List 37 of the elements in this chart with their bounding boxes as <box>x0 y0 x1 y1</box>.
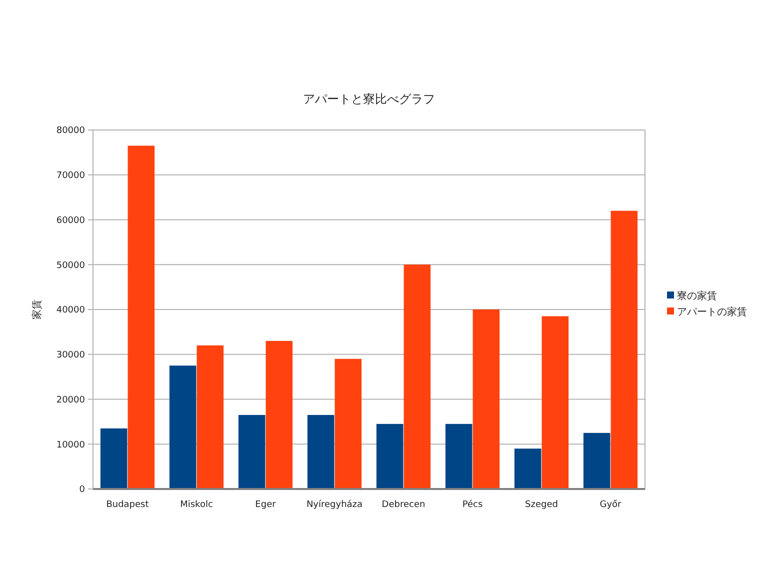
bar <box>238 414 266 489</box>
x-tick-label: Nyíregyháza <box>306 499 363 510</box>
y-tick-label: 70000 <box>56 171 86 182</box>
y-tick-label: 30000 <box>56 350 86 361</box>
y-tick-label: 20000 <box>56 395 86 406</box>
legend-label: アパートの家賃 <box>677 306 747 318</box>
y-tick-label: 60000 <box>56 216 86 226</box>
y-tick-label: 40000 <box>56 306 86 316</box>
bar <box>334 358 362 489</box>
x-tick-label: Pécs <box>462 499 483 510</box>
bar <box>472 310 500 489</box>
bar <box>307 414 334 489</box>
x-tick-label: Eger <box>255 500 276 510</box>
bar <box>128 146 155 489</box>
bar <box>610 210 638 489</box>
bar <box>266 340 293 489</box>
bar <box>583 432 610 489</box>
bar <box>376 424 404 489</box>
x-tick-label: Győr <box>600 499 622 510</box>
y-tick-label: 80000 <box>56 126 86 136</box>
y-tick-label: 0 <box>79 485 86 496</box>
y-tick-label: 10000 <box>56 440 86 450</box>
x-tick-label: Szeged <box>525 500 558 510</box>
x-tick-label: Miskolc <box>180 500 213 510</box>
bar <box>542 316 569 489</box>
bar <box>404 264 431 489</box>
bar <box>169 366 196 489</box>
x-tick-label: Debrecen <box>382 500 426 510</box>
chart-title: アパートと寮比べグラフ <box>303 92 435 106</box>
bar <box>445 424 472 489</box>
bar <box>514 448 542 489</box>
legend-label: 寮の家賃 <box>677 290 717 302</box>
y-axis-title: 家賃 <box>31 300 43 320</box>
x-tick-label: Budapest <box>106 500 150 510</box>
bar <box>196 345 224 489</box>
bar <box>100 428 128 489</box>
y-tick-label: 50000 <box>56 260 86 271</box>
